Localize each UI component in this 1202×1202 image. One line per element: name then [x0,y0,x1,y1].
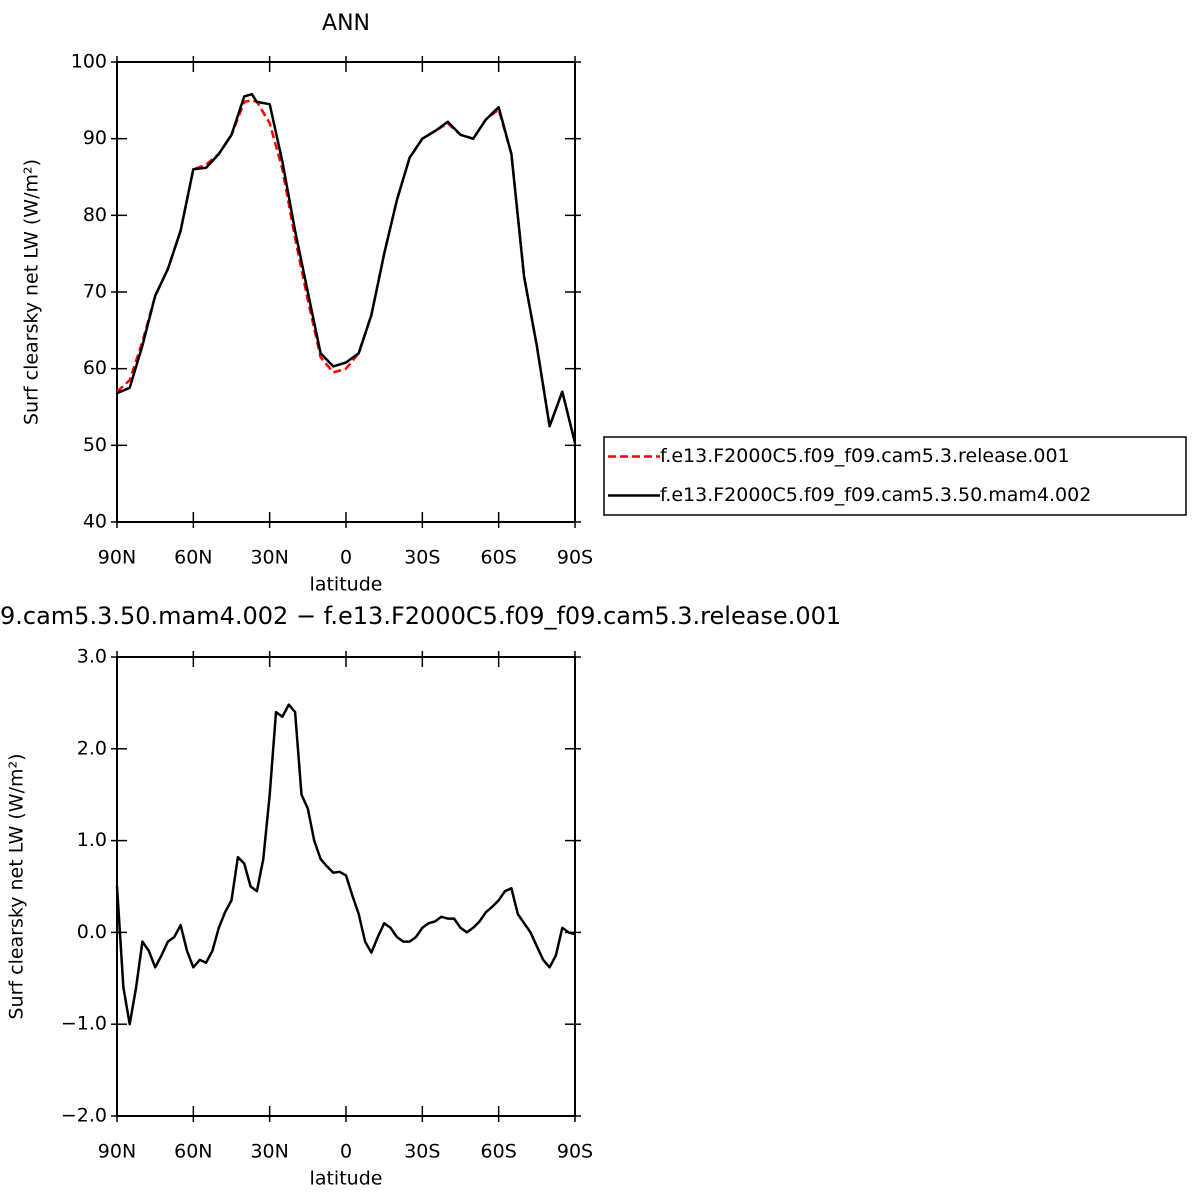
y-tick-label: 2.0 [77,737,107,759]
y-tick-label: 70 [83,281,107,303]
legend-label: f.e13.F2000C5.f09_f09.cam5.3.release.001 [660,445,1070,467]
y-tick-label: −1.0 [61,1013,107,1035]
x-tick-label: 30N [250,1141,288,1163]
x-tick-label: 90S [557,547,593,569]
plot-frame [116,656,576,1117]
x-tick-label: 0 [340,1141,352,1163]
legend-label: f.e13.F2000C5.f09_f09.cam5.3.50.mam4.002 [660,484,1091,506]
x-tick-label: 30N [250,547,288,569]
y-tick-label: 60 [83,357,107,379]
y-axis-label: Surf clearsky net LW (W/m²) [21,159,43,425]
x-tick-label: 0 [340,547,352,569]
x-tick-label: 60N [174,547,212,569]
legend-box [603,436,1187,516]
data-line [116,99,577,444]
x-tick-label: 90S [557,1141,593,1163]
y-tick-label: 0.0 [77,921,107,943]
data-line [115,703,576,1026]
y-tick-label: 3.0 [77,646,107,668]
x-tick-label: 60S [481,1141,517,1163]
y-tick-label: −2.0 [61,1105,107,1127]
y-tick-label: 40 [83,511,107,533]
x-tick-label: 90N [98,1141,136,1163]
y-tick-label: 90 [83,127,107,149]
x-tick-label: 90N [98,547,136,569]
x-tick-label: 30S [404,1141,440,1163]
y-tick-label: 1.0 [77,829,107,851]
y-tick-label: 100 [71,51,107,73]
x-tick-label: 60N [174,1141,212,1163]
x-tick-label: 30S [404,547,440,569]
y-tick-label: 80 [83,204,107,226]
chart-title: 9.cam5.3.50.mam4.002 − f.e13.F2000C5.f09… [0,602,841,630]
x-axis-label: latitude [310,574,383,596]
x-tick-label: 60S [481,547,517,569]
y-axis-label: Surf clearsky net LW (W/m²) [6,753,28,1019]
y-tick-label: 50 [83,434,107,456]
x-axis-label: latitude [310,1168,383,1190]
data-line [116,92,577,444]
chart-title: ANN [322,11,370,36]
